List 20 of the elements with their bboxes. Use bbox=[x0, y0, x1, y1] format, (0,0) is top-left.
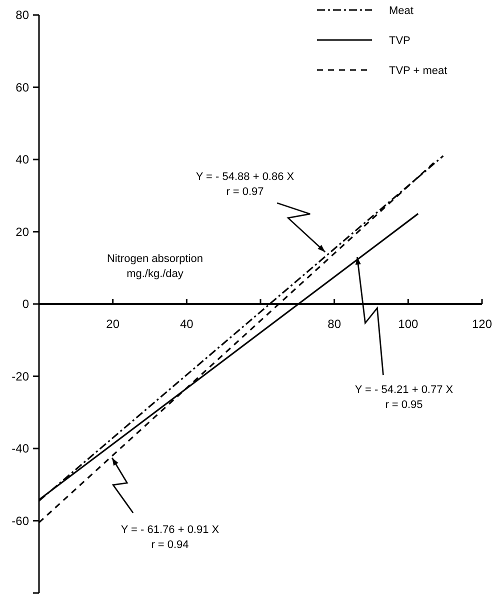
y-tick-label: -20 bbox=[12, 369, 30, 384]
y-tick-label: 40 bbox=[16, 152, 30, 166]
annotation: Y = - 61.76 + 0.91 X r = 0.94 bbox=[120, 524, 220, 551]
y-tick-label: -40 bbox=[12, 442, 30, 456]
legend-label: TVP + meat bbox=[389, 65, 448, 77]
x-tick-label: 120 bbox=[472, 317, 492, 331]
y-tick-label: 60 bbox=[16, 80, 30, 94]
y-tick-label: 0 bbox=[22, 297, 30, 311]
annotation: Y = - 54.21 + 0.77 X r = 0.95 bbox=[354, 384, 454, 411]
x-tick-label: 40 bbox=[180, 317, 194, 331]
y-tick-label: -60 bbox=[12, 514, 30, 528]
legend-label: TVP bbox=[389, 35, 410, 47]
x-tick-label: 80 bbox=[328, 317, 342, 331]
annotation: Y = - 54.88 + 0.86 X r = 0.97 bbox=[196, 171, 295, 198]
y-tick-label: 20 bbox=[16, 224, 30, 239]
legend-label: Meat bbox=[389, 5, 414, 17]
y-tick-label: 80 bbox=[16, 8, 30, 22]
x-axis-title: Nitrogen absorption mg./kg./day bbox=[106, 253, 204, 280]
x-tick-label: 20 bbox=[106, 317, 120, 331]
x-tick-label: 100 bbox=[398, 317, 418, 331]
